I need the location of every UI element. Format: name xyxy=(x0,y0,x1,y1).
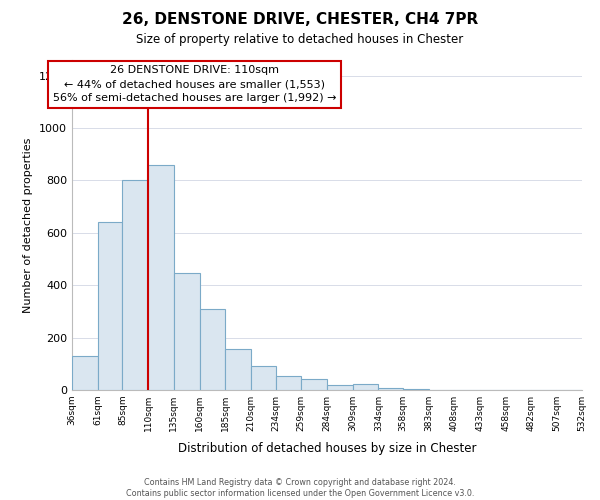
Bar xyxy=(174,274,199,390)
Bar xyxy=(199,309,225,390)
Bar xyxy=(251,366,275,390)
Bar xyxy=(225,348,251,390)
Text: 26, DENSTONE DRIVE, CHESTER, CH4 7PR: 26, DENSTONE DRIVE, CHESTER, CH4 7PR xyxy=(122,12,478,28)
Bar xyxy=(72,356,98,390)
Bar xyxy=(301,378,327,390)
Bar xyxy=(122,180,148,390)
Text: 26 DENSTONE DRIVE: 110sqm
← 44% of detached houses are smaller (1,553)
56% of se: 26 DENSTONE DRIVE: 110sqm ← 44% of detac… xyxy=(53,65,336,103)
Bar xyxy=(148,165,174,390)
X-axis label: Distribution of detached houses by size in Chester: Distribution of detached houses by size … xyxy=(178,442,476,456)
Text: Size of property relative to detached houses in Chester: Size of property relative to detached ho… xyxy=(136,32,464,46)
Bar xyxy=(327,386,353,390)
Y-axis label: Number of detached properties: Number of detached properties xyxy=(23,138,34,312)
Text: Contains HM Land Registry data © Crown copyright and database right 2024.
Contai: Contains HM Land Registry data © Crown c… xyxy=(126,478,474,498)
Bar xyxy=(353,384,379,390)
Bar xyxy=(98,222,122,390)
Bar xyxy=(275,376,301,390)
Bar xyxy=(379,388,403,390)
